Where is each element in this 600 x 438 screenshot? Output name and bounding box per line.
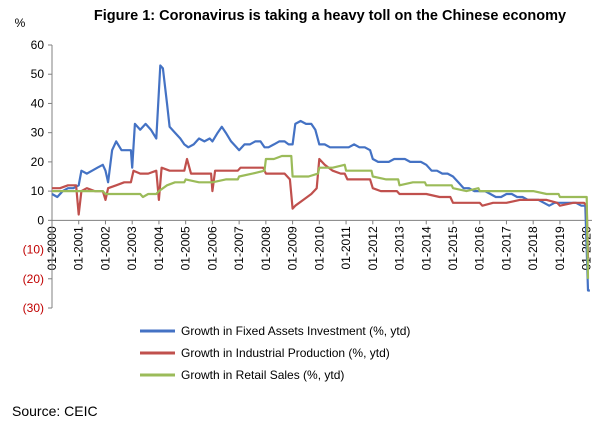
y-tick-label: 20 xyxy=(31,155,45,169)
y-tick-label: (30) xyxy=(23,301,44,315)
y-tick-label: (10) xyxy=(23,243,44,257)
legend-label: Growth in Industrial Production (%, ytd) xyxy=(181,346,390,360)
x-tick-label: 01-2015 xyxy=(446,226,460,270)
y-tick-label: (20) xyxy=(23,272,44,286)
x-tick-label: 01-2010 xyxy=(312,226,326,270)
x-tick-label: 01-2013 xyxy=(393,226,407,270)
series-line-1 xyxy=(51,64,590,292)
series-line-3 xyxy=(52,154,590,279)
x-tick-label: 01-2014 xyxy=(419,226,433,270)
legend-label: Growth in Fixed Assets Investment (%, yt… xyxy=(181,324,410,338)
x-tick-label: 01-2001 xyxy=(72,226,86,270)
axes xyxy=(51,45,592,308)
y-tick-label: 30 xyxy=(31,126,45,140)
series-lines xyxy=(51,64,590,292)
series-line-2 xyxy=(52,157,590,259)
y-tick-label: 50 xyxy=(31,67,45,81)
x-tick-label: 01-2011 xyxy=(339,226,353,269)
x-tick-label: 01-2017 xyxy=(499,226,513,270)
x-tick-label: 01-2007 xyxy=(232,226,246,270)
x-tick-label: 01-2005 xyxy=(179,226,193,270)
y-tick-label: 60 xyxy=(31,38,45,52)
x-tick-label: 01-2016 xyxy=(473,226,487,270)
x-tick-label: 01-2012 xyxy=(366,226,380,270)
y-tick-label: 10 xyxy=(31,184,45,198)
y-axis-unit-label: % xyxy=(15,16,26,30)
y-tick-label: 40 xyxy=(31,96,45,110)
x-tick-label: 01-2002 xyxy=(98,226,112,270)
x-tick-label: 01-2008 xyxy=(259,226,273,270)
x-tick-label: 01-2018 xyxy=(526,226,540,270)
x-tick-label: 01-2009 xyxy=(286,226,300,270)
x-axis-ticks: 01-2000 01-2001 01-2002 01-2003 01-2004 01-20… xyxy=(45,220,594,270)
y-axis-ticks: 60 50 40 30 20 10 0 (10) (20) (30) xyxy=(23,38,52,315)
x-tick-label: 01-2004 xyxy=(152,226,166,270)
x-tick-label: 01-2019 xyxy=(553,226,567,270)
legend: Growth in Fixed Assets Investment (%, yt… xyxy=(140,324,410,382)
chart-title: Figure 1: Coronavirus is taking a heavy … xyxy=(94,8,566,24)
legend-label: Growth in Retail Sales (%, ytd) xyxy=(181,368,344,382)
x-tick-label: 01-2006 xyxy=(205,226,219,270)
x-tick-label: 01-2003 xyxy=(125,226,139,270)
source-note: Source: CEIC xyxy=(12,403,98,419)
y-tick-label: 0 xyxy=(37,213,44,227)
